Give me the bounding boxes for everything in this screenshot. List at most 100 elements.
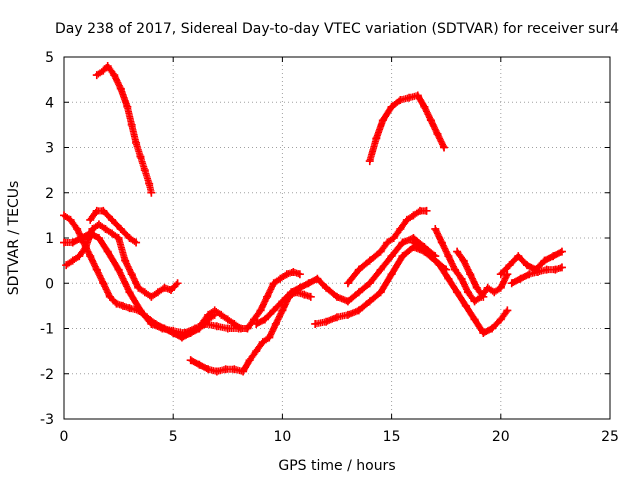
data-point bbox=[433, 129, 442, 138]
data-point bbox=[221, 365, 230, 374]
data-point bbox=[470, 315, 479, 324]
data-point bbox=[435, 261, 444, 270]
data-series bbox=[60, 62, 566, 376]
data-point bbox=[263, 292, 272, 301]
data-point bbox=[125, 288, 134, 297]
data-point bbox=[507, 279, 516, 288]
y-tick-label: -1 bbox=[40, 322, 54, 338]
data-point bbox=[92, 265, 101, 274]
data-point bbox=[365, 279, 374, 288]
data-point bbox=[470, 297, 479, 306]
series-markers bbox=[93, 62, 155, 197]
data-point bbox=[496, 270, 505, 279]
x-axis-label: GPS time / hours bbox=[278, 458, 395, 474]
data-point bbox=[311, 319, 320, 328]
data-point bbox=[60, 211, 68, 220]
data-point bbox=[210, 306, 219, 315]
data-point bbox=[250, 315, 259, 324]
data-point bbox=[372, 134, 381, 143]
data-point bbox=[269, 279, 278, 288]
data-point bbox=[147, 188, 156, 197]
data-point bbox=[103, 247, 112, 256]
data-point bbox=[136, 152, 145, 161]
data-point bbox=[271, 319, 280, 328]
data-point bbox=[396, 224, 405, 233]
data-point bbox=[180, 329, 189, 338]
data-point bbox=[516, 274, 525, 283]
data-point bbox=[212, 367, 221, 376]
data-point bbox=[354, 288, 363, 297]
data-point bbox=[343, 310, 352, 319]
x-tick-label: 0 bbox=[60, 429, 69, 445]
data-point bbox=[483, 283, 492, 292]
data-point bbox=[260, 315, 269, 324]
data-point bbox=[365, 297, 374, 306]
x-tick-label: 25 bbox=[601, 429, 619, 445]
data-point bbox=[134, 283, 143, 292]
data-point bbox=[223, 324, 232, 333]
data-point bbox=[101, 224, 110, 233]
x-tick-label: 5 bbox=[169, 429, 178, 445]
data-point bbox=[169, 326, 178, 335]
series-arc-m bbox=[431, 224, 512, 306]
data-point bbox=[440, 143, 449, 152]
data-point bbox=[437, 238, 446, 247]
data-point bbox=[289, 267, 298, 276]
data-point bbox=[92, 71, 101, 80]
series-arc-b bbox=[365, 91, 449, 166]
data-point bbox=[66, 215, 75, 224]
data-point bbox=[121, 256, 130, 265]
data-point bbox=[457, 274, 466, 283]
data-point bbox=[160, 283, 169, 292]
series-arc-k bbox=[343, 206, 431, 288]
data-point bbox=[354, 265, 363, 274]
data-point bbox=[409, 211, 418, 220]
chart-title: Day 238 of 2017, Sidereal Day-to-day VTE… bbox=[55, 21, 619, 37]
axis-ticks: 0 5 10 15 20 25 -3 -2 -1 0 1 2 3 4 5 bbox=[40, 50, 619, 445]
data-point bbox=[488, 324, 497, 333]
data-point bbox=[365, 157, 374, 166]
data-point bbox=[123, 102, 132, 111]
data-point bbox=[322, 317, 331, 326]
y-axis-label: SDTVAR / TECUs bbox=[6, 181, 22, 296]
data-point bbox=[108, 229, 117, 238]
data-point bbox=[479, 292, 488, 301]
data-point bbox=[426, 252, 435, 261]
data-point bbox=[300, 290, 309, 299]
data-point bbox=[99, 66, 108, 75]
data-point bbox=[459, 256, 468, 265]
data-point bbox=[383, 238, 392, 247]
data-point bbox=[86, 252, 95, 261]
data-point bbox=[557, 263, 566, 272]
y-tick-label: 0 bbox=[45, 276, 54, 292]
data-point bbox=[431, 224, 440, 233]
data-point bbox=[278, 306, 287, 315]
series-arc-g bbox=[186, 288, 315, 376]
data-point bbox=[265, 333, 274, 342]
data-point bbox=[453, 247, 462, 256]
data-point bbox=[472, 283, 481, 292]
data-point bbox=[295, 283, 304, 292]
data-point bbox=[444, 274, 453, 283]
series-arc-o bbox=[496, 247, 566, 279]
y-tick-label: 4 bbox=[45, 95, 54, 111]
data-point bbox=[540, 256, 549, 265]
data-point bbox=[88, 224, 97, 233]
data-point bbox=[60, 238, 68, 247]
data-point bbox=[132, 138, 141, 147]
data-point bbox=[405, 93, 414, 102]
data-point bbox=[525, 270, 534, 279]
series-markers bbox=[366, 91, 448, 165]
y-tick-label: -3 bbox=[40, 412, 54, 428]
data-point bbox=[136, 306, 145, 315]
data-point bbox=[387, 252, 396, 261]
data-point bbox=[387, 102, 396, 111]
data-point bbox=[479, 329, 488, 338]
data-point bbox=[243, 324, 252, 333]
data-point bbox=[223, 315, 232, 324]
data-point bbox=[282, 270, 291, 279]
data-point bbox=[306, 292, 315, 301]
data-point bbox=[376, 288, 385, 297]
grid bbox=[64, 57, 610, 419]
data-point bbox=[398, 252, 407, 261]
